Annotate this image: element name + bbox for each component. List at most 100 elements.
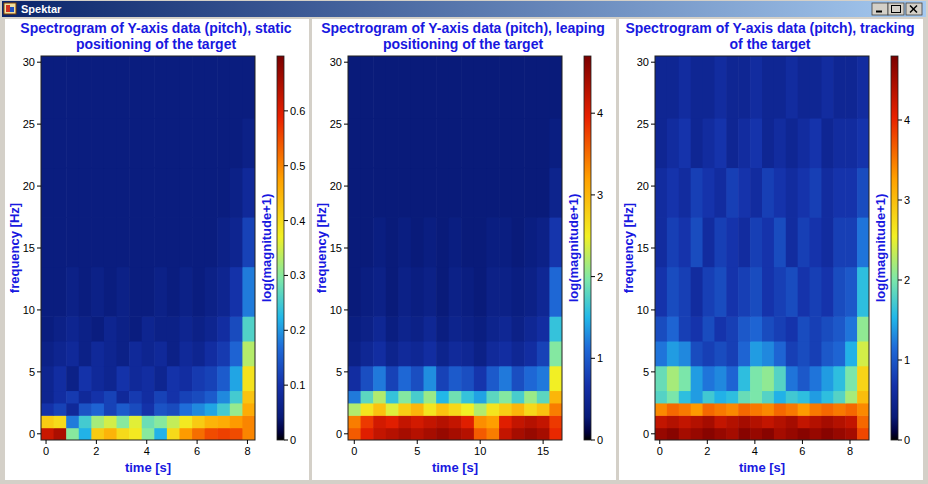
heatmap-cell [679, 415, 691, 428]
heatmap-cell [461, 118, 474, 168]
heatmap-cell [41, 390, 54, 403]
heatmap-cell [549, 428, 562, 440]
heatmap-cell [474, 167, 487, 217]
panel: Spectrogram of Y-axis data (pitch), leap… [312, 19, 616, 480]
heatmap-cell [691, 366, 703, 391]
heatmap-cell [217, 267, 230, 317]
colorbar-tick [284, 220, 288, 221]
heatmap-cell [54, 403, 67, 416]
heatmap-cell [230, 167, 243, 217]
heatmap-cell [857, 118, 869, 168]
heatmap-cell [41, 366, 54, 391]
heatmap-cell [230, 415, 243, 428]
heatmap-cell [449, 428, 462, 440]
heatmap-cell [449, 56, 462, 119]
heatmap-cell [679, 217, 691, 267]
heatmap-cell [703, 267, 715, 317]
heatmap-cell [192, 428, 205, 440]
heatmap-cell [810, 316, 822, 341]
heatmap-cell [524, 366, 537, 391]
heatmap-cell [845, 56, 857, 119]
heatmap-cell [655, 403, 667, 416]
heatmap-cell [142, 428, 155, 440]
heatmap-cell [179, 428, 192, 440]
heatmap-cell [361, 56, 374, 119]
heatmap-cell [512, 167, 525, 217]
heatmap-cell [655, 267, 667, 317]
icon-part [6, 5, 10, 12]
heatmap-cell [667, 167, 679, 217]
heatmap-cell [167, 316, 180, 341]
heatmap-cell [79, 316, 92, 341]
panel-title: Spectrogram of Y-axis data (pitch), leap… [321, 20, 605, 52]
heatmap-cell [117, 428, 130, 440]
heatmap-cell [179, 390, 192, 403]
heatmap-cell [774, 415, 786, 428]
heatmap-cell [179, 56, 192, 119]
button-face [906, 3, 922, 15]
y-tick [344, 62, 348, 63]
x-tick [197, 440, 198, 444]
heatmap-cell [845, 415, 857, 428]
colorbar-tick-label: 3 [904, 194, 910, 206]
heatmap-cell [512, 366, 525, 391]
heatmap-cell [104, 341, 117, 366]
heatmap-cell [129, 415, 142, 428]
heatmap-cell [549, 403, 562, 416]
heatmap-cell [703, 217, 715, 267]
heatmap-cell [499, 366, 512, 391]
heatmap-cell [449, 415, 462, 428]
x-tick [46, 440, 47, 444]
heatmap-cell [655, 341, 667, 366]
heatmap-cell [726, 217, 738, 267]
colorbar-tick-label: 1 [904, 354, 910, 366]
heatmap-cell [714, 217, 726, 267]
heatmap-cell [398, 118, 411, 168]
heatmap-cell [129, 56, 142, 119]
heatmap-cell [679, 118, 691, 168]
heatmap-cell [66, 217, 79, 267]
heatmap-cell [738, 267, 750, 317]
heatmap-cell [373, 267, 386, 317]
heatmap-cell [242, 217, 255, 267]
heatmap-cell [449, 316, 462, 341]
heatmap-cell [192, 118, 205, 168]
heatmap-cell [91, 316, 104, 341]
heatmap-cell [91, 267, 104, 317]
heatmap-cell [361, 316, 374, 341]
y-tick-label: 15 [330, 242, 342, 254]
heatmap-cell [461, 366, 474, 391]
heatmap-cell [786, 217, 798, 267]
colorbar-tick-label: 0.2 [290, 324, 305, 336]
heatmap-cell [348, 217, 361, 267]
heatmap-cell [857, 167, 869, 217]
colorbar-tick-label: 0.5 [290, 160, 305, 172]
heatmap-cell [512, 118, 525, 168]
heatmap-cell [205, 167, 218, 217]
heatmap-cell [798, 415, 810, 428]
heatmap-cell [679, 56, 691, 119]
x-axis-title: time [s] [125, 460, 171, 475]
heatmap-cell [774, 390, 786, 403]
heatmap-cell [798, 390, 810, 403]
heatmap-cell [738, 56, 750, 119]
heatmap-cell [750, 56, 762, 119]
heatmap-cell [205, 316, 218, 341]
y-tick-label: 25 [637, 118, 649, 130]
heatmap-cell [691, 341, 703, 366]
heatmap-cell [436, 167, 449, 217]
heatmap-cell [91, 390, 104, 403]
heatmap-cell [192, 267, 205, 317]
heatmap-cell [667, 217, 679, 267]
heatmap-cell [373, 167, 386, 217]
y-tick-label: 30 [330, 56, 342, 68]
title-line: positioning of the target [383, 36, 544, 52]
heatmap-cell [486, 341, 499, 366]
y-tick [37, 309, 41, 310]
heatmap-cell [549, 118, 562, 168]
heatmap-cell [857, 390, 869, 403]
heatmap-cell [655, 366, 667, 391]
heatmap-cell [348, 341, 361, 366]
heatmap-cell [142, 118, 155, 168]
heatmap-cell [703, 341, 715, 366]
